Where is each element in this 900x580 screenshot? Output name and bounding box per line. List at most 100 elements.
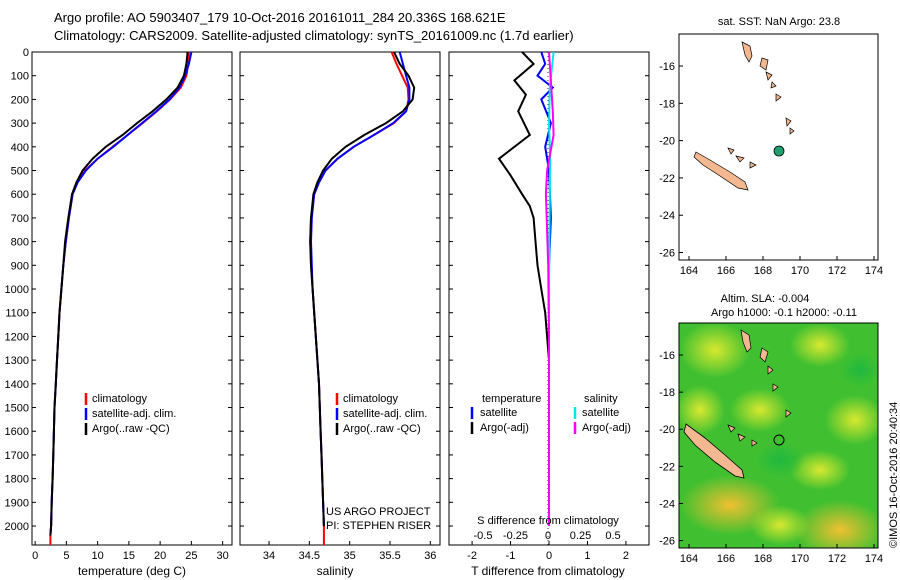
- legend-satellite-adj: satellite-adj. clim.: [92, 408, 176, 420]
- depth-tick-label: 300: [11, 118, 29, 130]
- legend-argo: Argo(..raw -QC): [343, 423, 421, 435]
- vanuatu-north: [740, 329, 752, 353]
- depth-tick-label: 1700: [5, 450, 29, 462]
- t-difference-label: T difference from climatology: [471, 564, 625, 578]
- salinity-xlabel: salinity: [317, 564, 354, 578]
- depth-tick-label: 700: [11, 213, 29, 225]
- salinity-legend: climatology satellite-adj. clim. Argo(..…: [335, 393, 427, 435]
- temperature-axis: 0 5 10 15 20 25 30: [32, 541, 229, 562]
- loyalty-island: [735, 155, 745, 163]
- x-tick-label: 34: [263, 550, 275, 562]
- sla-map-subtitle: Argo h1000: -0.1 h2000: -0.11: [711, 307, 857, 319]
- x-tick-label: -2: [467, 550, 477, 562]
- salinity-axis: 34 34.5 35 35.5 36: [263, 541, 436, 562]
- float-position-marker: [773, 145, 785, 157]
- depth-tick-label: 1900: [5, 497, 29, 509]
- salinity-profiles: [309, 51, 416, 545]
- loyalty-island: [727, 147, 735, 155]
- lon-tick-label: 164: [680, 265, 698, 277]
- loyalty-island: [737, 433, 746, 442]
- profile-line-2: [49, 51, 189, 536]
- salinity-panel: 34 34.5 35 35.5 36 climatology satellite-adj…: [239, 51, 441, 578]
- depth-tick-label: 1400: [5, 379, 29, 391]
- difference-depth-ticks: [449, 51, 649, 527]
- header-line-1: Argo profile: AO 5903407_179 10-Oct-2016…: [54, 10, 506, 25]
- loyalty-island: [727, 424, 736, 433]
- depth-tick-label: 900: [11, 260, 29, 272]
- lon-tick-label: 168: [754, 265, 772, 277]
- lon-tick-label: 170: [791, 553, 809, 565]
- sst-map: sat. SST: NaN Argo: 23.8 164 166 168 170 172…: [659, 16, 883, 277]
- depth-tick-label: 1800: [5, 474, 29, 486]
- temperature-frame: [31, 51, 233, 546]
- s-tick-label: 0.5: [605, 530, 620, 542]
- x-tick-label: 30: [217, 550, 229, 562]
- x-tick-label: 10: [92, 550, 104, 562]
- difference-panel: -2 -1 0 1 2 -0.5 -0.25 0 0.25 0.5 temperature sal…: [448, 51, 650, 578]
- lon-tick-label: 172: [828, 265, 846, 277]
- lat-tick-label: -26: [659, 248, 675, 260]
- header-line-2: Climatology: CARS2009. Satellite-adjuste…: [54, 28, 574, 43]
- difference-axes: -2 -1 0 1 2 -0.5 -0.25 0 0.25 0.5: [467, 530, 629, 562]
- vanuatu-north: [741, 41, 753, 63]
- lat-tick-label: -24: [659, 210, 675, 222]
- new-caledonia: [693, 151, 749, 191]
- lon-tick-label: 174: [865, 553, 883, 565]
- legend-sal-satellite: satellite: [582, 407, 619, 419]
- x-tick-label: 36: [424, 550, 436, 562]
- lat-tick-label: -24: [659, 498, 675, 510]
- imos-timestamp: ©IMOS 16-Oct-2016 20:40:34: [888, 401, 900, 548]
- depth-tick-label: 2000: [5, 521, 29, 533]
- credit-project: US ARGO PROJECT: [326, 506, 431, 518]
- legend-sal-argo: Argo(-adj): [582, 422, 631, 434]
- legend-argo: Argo(..raw -QC): [92, 423, 170, 435]
- x-tick-label: 1: [584, 550, 590, 562]
- depth-axis: 0 100 200 300 400 500 600 700 800 900 1000 1100 1200…: [5, 47, 232, 533]
- vanuatu-island: [785, 117, 792, 127]
- credit-pi: PI: STEPHEN RISER: [326, 520, 431, 532]
- depth-tick-label: 1500: [5, 403, 29, 415]
- depth-tick-label: 800: [11, 237, 29, 249]
- x-tick-label: 0: [32, 550, 38, 562]
- depth-tick-label: 200: [11, 94, 29, 106]
- vanuatu-island: [785, 409, 792, 418]
- lat-tick-label: -22: [659, 173, 675, 185]
- depth-tick-label: 1000: [5, 284, 29, 296]
- vanuatu-island: [770, 81, 777, 89]
- temperature-xlabel: temperature (deg C): [78, 564, 186, 578]
- legend-satellite-adj: satellite-adj. clim.: [343, 408, 427, 420]
- legend-temperature-title: temperature: [482, 393, 541, 405]
- legend-climatology: climatology: [92, 393, 148, 405]
- x-tick-label: -1: [506, 550, 516, 562]
- difference-profiles: [497, 51, 555, 526]
- vanuatu-island: [767, 365, 774, 375]
- vanuatu-island: [759, 347, 769, 363]
- sla-map-frame: [678, 322, 879, 549]
- x-tick-label: 5: [63, 550, 69, 562]
- salinity-frame: [239, 51, 441, 546]
- sla-field: [679, 323, 878, 548]
- land-masses: [693, 41, 795, 191]
- x-tick-label: 20: [154, 550, 166, 562]
- temperature-profiles: [49, 51, 193, 545]
- depth-tick-label: 400: [11, 142, 29, 154]
- legend-temp-satellite: satellite: [480, 407, 517, 419]
- vanuatu-island: [772, 383, 779, 392]
- lat-tick-label: -16: [659, 61, 675, 73]
- lon-tick-label: 172: [828, 553, 846, 565]
- legend-climatology: climatology: [343, 393, 399, 405]
- s-tick-label: -0.5: [474, 530, 493, 542]
- x-tick-label: 15: [123, 550, 135, 562]
- lat-tick-label: -20: [659, 136, 675, 148]
- lat-tick-label: -18: [659, 387, 675, 399]
- x-tick-label: 25: [185, 550, 197, 562]
- lat-tick-label: -22: [659, 461, 675, 473]
- depth-tick-label: 1300: [5, 355, 29, 367]
- sla-map: Altim. SLA: -0.004 Argo h1000: -0.1 h200…: [659, 293, 883, 565]
- profile-line-3: [544, 51, 555, 526]
- vanuatu-island: [759, 57, 769, 71]
- depth-tick-label: 0: [23, 47, 29, 59]
- legend-temp-argo: Argo(-adj): [480, 422, 529, 434]
- vanuatu-island: [789, 127, 795, 135]
